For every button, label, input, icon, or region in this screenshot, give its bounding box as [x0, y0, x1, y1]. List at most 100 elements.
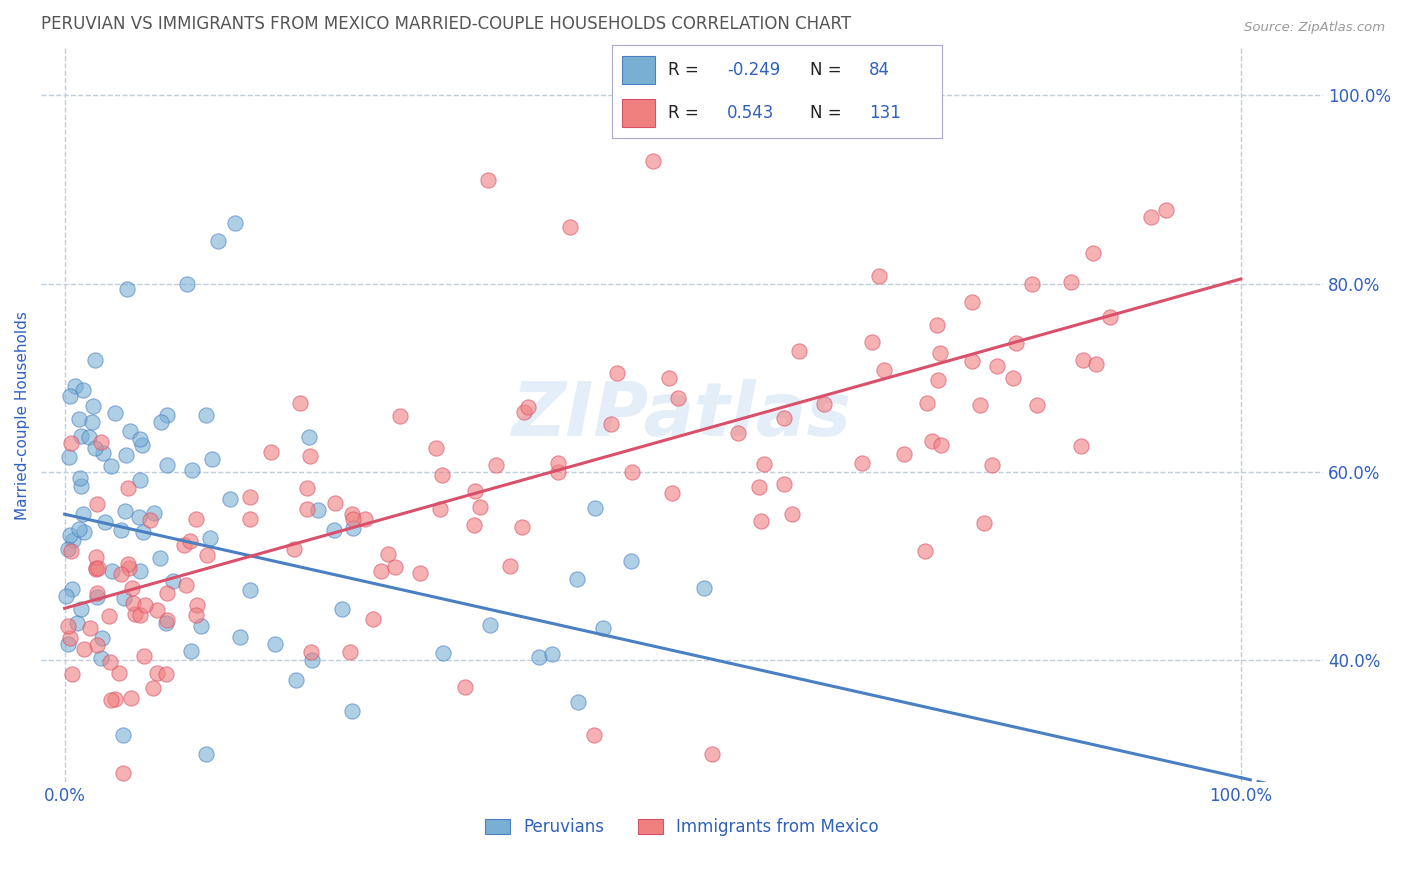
Point: [112, 766, 135, 780]
Point: [155, 667, 177, 681]
Point: [600, 417, 623, 431]
Point: [454, 680, 477, 694]
Point: [118, 561, 141, 575]
Point: [128, 607, 150, 622]
Point: [72, 383, 94, 397]
Point: [134, 649, 156, 664]
Point: [84, 561, 107, 575]
Point: [513, 405, 536, 419]
Point: [917, 395, 939, 409]
Point: [583, 501, 606, 516]
Point: [138, 513, 160, 527]
Point: [425, 441, 447, 455]
Point: [67, 411, 90, 425]
Point: [239, 512, 262, 526]
Point: [73, 524, 96, 539]
Point: [62, 533, 84, 548]
Text: R =: R =: [668, 104, 704, 122]
Point: [156, 408, 179, 422]
Point: [484, 458, 506, 472]
Point: [70, 601, 93, 615]
Point: [128, 564, 150, 578]
Point: [239, 583, 262, 598]
Point: [87, 561, 110, 575]
Point: [432, 646, 454, 660]
Point: [361, 612, 384, 626]
Point: [297, 502, 319, 516]
Point: [541, 647, 564, 661]
Point: [263, 637, 285, 651]
Text: Source: ZipAtlas.com: Source: ZipAtlas.com: [1244, 21, 1385, 34]
Point: [84, 562, 107, 576]
Point: [86, 498, 108, 512]
Point: [173, 539, 195, 553]
Point: [117, 557, 139, 571]
Point: [354, 512, 377, 526]
Point: [58, 389, 80, 403]
Point: [186, 598, 208, 612]
Point: [184, 607, 207, 622]
Point: [72, 642, 94, 657]
Point: [384, 560, 406, 574]
Point: [787, 344, 810, 359]
Point: [110, 523, 132, 537]
Point: [120, 691, 142, 706]
Point: [195, 548, 218, 562]
Point: [510, 519, 533, 533]
Point: [893, 447, 915, 461]
Point: [851, 456, 873, 470]
Point: [773, 477, 796, 491]
Point: [1154, 203, 1177, 218]
Point: [1140, 210, 1163, 224]
Point: [620, 554, 643, 568]
Text: -0.249: -0.249: [727, 61, 780, 78]
Point: [339, 645, 361, 659]
Point: [298, 449, 321, 463]
Point: [174, 578, 197, 592]
Point: [114, 504, 136, 518]
Point: [862, 334, 884, 349]
Point: [661, 485, 683, 500]
Point: [156, 458, 179, 472]
Point: [560, 220, 582, 235]
Point: [464, 483, 486, 498]
Point: [409, 566, 432, 581]
Point: [70, 479, 93, 493]
Point: [1025, 398, 1047, 412]
Point: [658, 371, 681, 385]
Point: [582, 728, 605, 742]
Point: [117, 481, 139, 495]
Point: [60, 435, 83, 450]
Point: [547, 466, 569, 480]
Point: [94, 516, 117, 530]
Point: [868, 269, 890, 284]
Point: [107, 665, 129, 680]
Point: [59, 631, 82, 645]
Point: [86, 549, 108, 564]
Point: [91, 446, 114, 460]
Point: [104, 406, 127, 420]
Point: [180, 644, 202, 658]
Point: [112, 728, 135, 742]
Point: [749, 514, 772, 528]
Point: [592, 621, 614, 635]
Point: [128, 510, 150, 524]
Point: [620, 465, 643, 479]
Point: [80, 415, 103, 429]
Point: [1001, 371, 1024, 385]
Point: [104, 692, 127, 706]
Legend: Peruvians, Immigrants from Mexico: Peruvians, Immigrants from Mexico: [485, 818, 879, 837]
Point: [55, 589, 77, 603]
Point: [60, 544, 83, 558]
Point: [229, 630, 252, 644]
Point: [477, 173, 499, 187]
Point: [921, 434, 943, 449]
Point: [72, 508, 94, 522]
Point: [67, 522, 90, 536]
Point: [207, 235, 229, 249]
Text: N =: N =: [810, 61, 846, 78]
Point: [342, 521, 364, 535]
Point: [606, 366, 628, 380]
Point: [115, 282, 138, 296]
Point: [198, 531, 221, 545]
